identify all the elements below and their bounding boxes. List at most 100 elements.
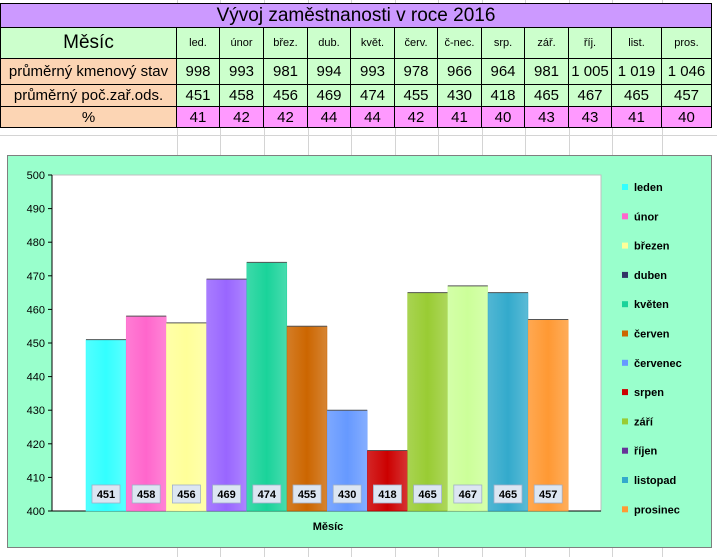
month-header-cell[interactable]: led. — [177, 28, 220, 59]
value-cell[interactable]: 1 019 — [612, 59, 662, 85]
data-label-box — [91, 484, 121, 504]
data-label-box — [171, 484, 201, 504]
value-cell[interactable]: 998 — [177, 59, 220, 85]
legend-item-duben[interactable]: duben — [634, 270, 667, 282]
value-cell[interactable]: 41 — [177, 107, 220, 128]
value-cell[interactable]: 418 — [482, 85, 525, 107]
value-cell[interactable]: 40 — [662, 107, 712, 128]
row-label-cell[interactable]: % — [0, 107, 177, 128]
row-label-cell[interactable]: průměrný poč.zař.ods. — [0, 85, 177, 107]
value-cell[interactable]: 1 005 — [569, 59, 612, 85]
legend-swatch — [622, 506, 628, 513]
header-label-cell[interactable]: Měsíc — [0, 28, 177, 59]
value-cell[interactable]: 1 046 — [662, 59, 712, 85]
month-header-cell[interactable]: únor — [220, 28, 264, 59]
value-cell[interactable]: 44 — [308, 107, 351, 128]
y-tick-label: 480 — [27, 237, 45, 249]
value-cell[interactable]: 993 — [351, 59, 395, 85]
month-header-cell[interactable]: břez. — [264, 28, 308, 59]
value-cell[interactable]: 994 — [308, 59, 351, 85]
legend-item-leden[interactable]: leden — [634, 182, 663, 194]
legend-item-červenec[interactable]: červenec — [634, 358, 682, 370]
bar-květen[interactable] — [246, 262, 288, 512]
bar-březen[interactable] — [166, 322, 207, 512]
value-cell[interactable]: 44 — [351, 107, 395, 128]
table-title[interactable]: Vývoj zaměstnanosti v roce 2016 — [0, 3, 712, 28]
legend-swatch — [622, 213, 628, 220]
value-cell[interactable]: 474 — [351, 85, 395, 107]
y-tick-label: 420 — [27, 439, 45, 451]
value-cell[interactable]: 456 — [264, 85, 308, 107]
value-cell[interactable]: 981 — [264, 59, 308, 85]
bar-duben[interactable] — [206, 278, 247, 512]
legend-item-březen[interactable]: březen — [634, 241, 670, 253]
month-header-cell[interactable]: list. — [612, 28, 662, 59]
legend-item-listopad[interactable]: listopad — [634, 475, 676, 487]
value-cell[interactable]: 978 — [395, 59, 438, 85]
month-header-cell[interactable]: říj. — [569, 28, 612, 59]
value-cell[interactable]: 42 — [264, 107, 308, 128]
bar-září[interactable] — [407, 292, 448, 512]
value-cell[interactable]: 981 — [525, 59, 569, 85]
value-cell[interactable]: 42 — [395, 107, 438, 128]
bar-prosinec[interactable] — [527, 319, 569, 512]
value-cell[interactable]: 964 — [482, 59, 525, 85]
value-cell[interactable]: 966 — [438, 59, 482, 85]
legend-item-prosinec[interactable]: prosinec — [634, 504, 680, 516]
y-tick-label: 400 — [27, 506, 45, 518]
value-cell[interactable]: 993 — [220, 59, 264, 85]
month-header-cell[interactable]: dub. — [308, 28, 351, 59]
bar-leden[interactable] — [85, 339, 127, 512]
legend-item-září[interactable]: září — [634, 416, 654, 428]
bar-únor[interactable] — [125, 315, 167, 512]
data-label-box — [292, 484, 322, 504]
bar-říjen[interactable] — [447, 285, 489, 512]
month-header-cell[interactable]: srp. — [482, 28, 525, 59]
legend-swatch — [622, 477, 628, 483]
value-cell[interactable]: 465 — [612, 85, 662, 107]
month-header-cell[interactable]: pros. — [662, 28, 712, 59]
row-percent: % 41 42 42 44 44 42 41 40 43 43 41 40 — [0, 107, 712, 128]
legend-swatch — [622, 184, 628, 190]
data-label-box — [493, 484, 523, 504]
legend-item-květen[interactable]: květen — [634, 299, 669, 311]
value-cell[interactable]: 42 — [220, 107, 264, 128]
month-header-cell[interactable]: č-nec. — [438, 28, 482, 59]
data-label: 455 — [298, 489, 316, 501]
chart-area[interactable]: 400 410 420 430 440 450 460 470 480 490 500 451 458 4… — [7, 155, 712, 548]
data-label: 456 — [177, 489, 195, 501]
legend-swatch — [622, 359, 628, 366]
legend-item-únor[interactable]: únor — [634, 211, 659, 223]
value-cell[interactable]: 43 — [569, 107, 612, 128]
value-cell[interactable]: 465 — [525, 85, 569, 107]
y-tick-label: 490 — [27, 204, 45, 216]
row-kmenovy-stav: průměrný kmenový stav 998 993 981 994 99… — [0, 59, 712, 85]
value-cell[interactable]: 451 — [177, 85, 220, 107]
value-cell[interactable]: 467 — [569, 85, 612, 107]
data-label: 458 — [137, 489, 155, 501]
value-cell[interactable]: 40 — [482, 107, 525, 128]
value-cell[interactable]: 457 — [662, 85, 712, 107]
data-label-box — [372, 484, 402, 504]
header-row: Měsíc led. únor břez. dub. květ. červ. č… — [0, 28, 712, 59]
bar-listopad[interactable] — [487, 292, 529, 512]
row-label-cell[interactable]: průměrný kmenový stav — [0, 59, 177, 85]
month-header-cell[interactable]: červ. — [395, 28, 438, 59]
value-cell[interactable]: 41 — [612, 107, 662, 128]
y-tick-label: 470 — [27, 271, 45, 283]
month-header-cell[interactable]: zář. — [525, 28, 569, 59]
value-cell[interactable]: 41 — [438, 107, 482, 128]
data-label-box — [212, 484, 242, 504]
bar-červen[interactable] — [286, 325, 328, 512]
value-cell[interactable]: 455 — [395, 85, 438, 107]
value-cell[interactable]: 430 — [438, 85, 482, 107]
value-cell[interactable]: 458 — [220, 85, 264, 107]
value-cell[interactable]: 43 — [525, 107, 569, 128]
legend-item-červen[interactable]: červen — [634, 329, 670, 341]
legend-item-srpen[interactable]: srpen — [634, 387, 664, 399]
legend-item-říjen[interactable]: říjen — [634, 446, 658, 458]
month-header-cell[interactable]: květ. — [351, 28, 395, 59]
data-label: 418 — [378, 489, 396, 501]
data-label-box — [131, 484, 161, 504]
value-cell[interactable]: 469 — [308, 85, 351, 107]
